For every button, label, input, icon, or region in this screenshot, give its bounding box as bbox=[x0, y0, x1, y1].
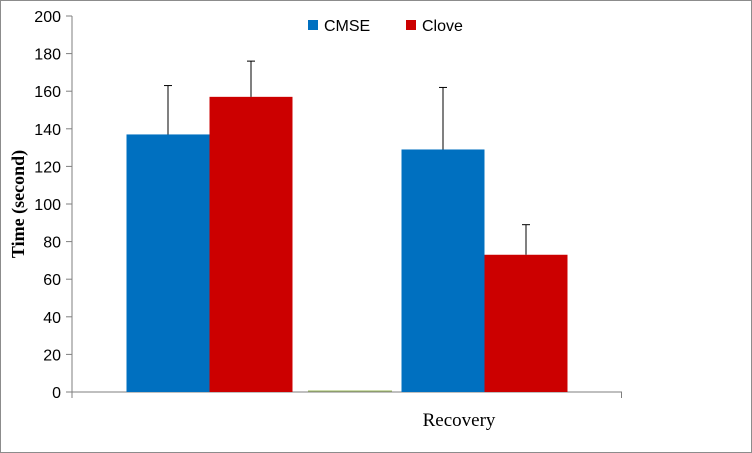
bar-clove-2 bbox=[484, 254, 568, 392]
bars-group bbox=[126, 96, 568, 392]
y-tick-label-60: 60 bbox=[43, 272, 61, 289]
legend-swatch-clove bbox=[406, 20, 416, 30]
legend: CMSE Clove bbox=[308, 18, 463, 35]
y-tick-label-200: 200 bbox=[34, 9, 61, 26]
bar-clove-1 bbox=[209, 96, 293, 392]
y-tick-group: 0 20 40 60 80 100 120 140 160 180 200 bbox=[34, 9, 72, 402]
y-tick-label-80: 80 bbox=[43, 235, 61, 252]
y-tick-label-100: 100 bbox=[34, 197, 61, 214]
legend-label-clove: Clove bbox=[422, 18, 463, 35]
y-tick-label-160: 160 bbox=[34, 84, 61, 101]
y-axis-title: Time (second) bbox=[8, 150, 29, 258]
bar-cmse-1 bbox=[126, 134, 210, 392]
y-tick-label-0: 0 bbox=[52, 385, 61, 402]
bar-cmse-2 bbox=[401, 149, 485, 392]
y-tick-label-140: 140 bbox=[34, 122, 61, 139]
x-axis-label: Recovery bbox=[423, 410, 496, 431]
y-tick-label-20: 20 bbox=[43, 347, 61, 364]
legend-swatch-cmse bbox=[308, 20, 318, 30]
y-tick-label-180: 180 bbox=[34, 47, 61, 64]
y-tick-label-40: 40 bbox=[43, 310, 61, 327]
error-bars-group bbox=[164, 60, 530, 255]
legend-label-cmse: CMSE bbox=[324, 18, 370, 35]
y-tick-label-120: 120 bbox=[34, 159, 61, 176]
